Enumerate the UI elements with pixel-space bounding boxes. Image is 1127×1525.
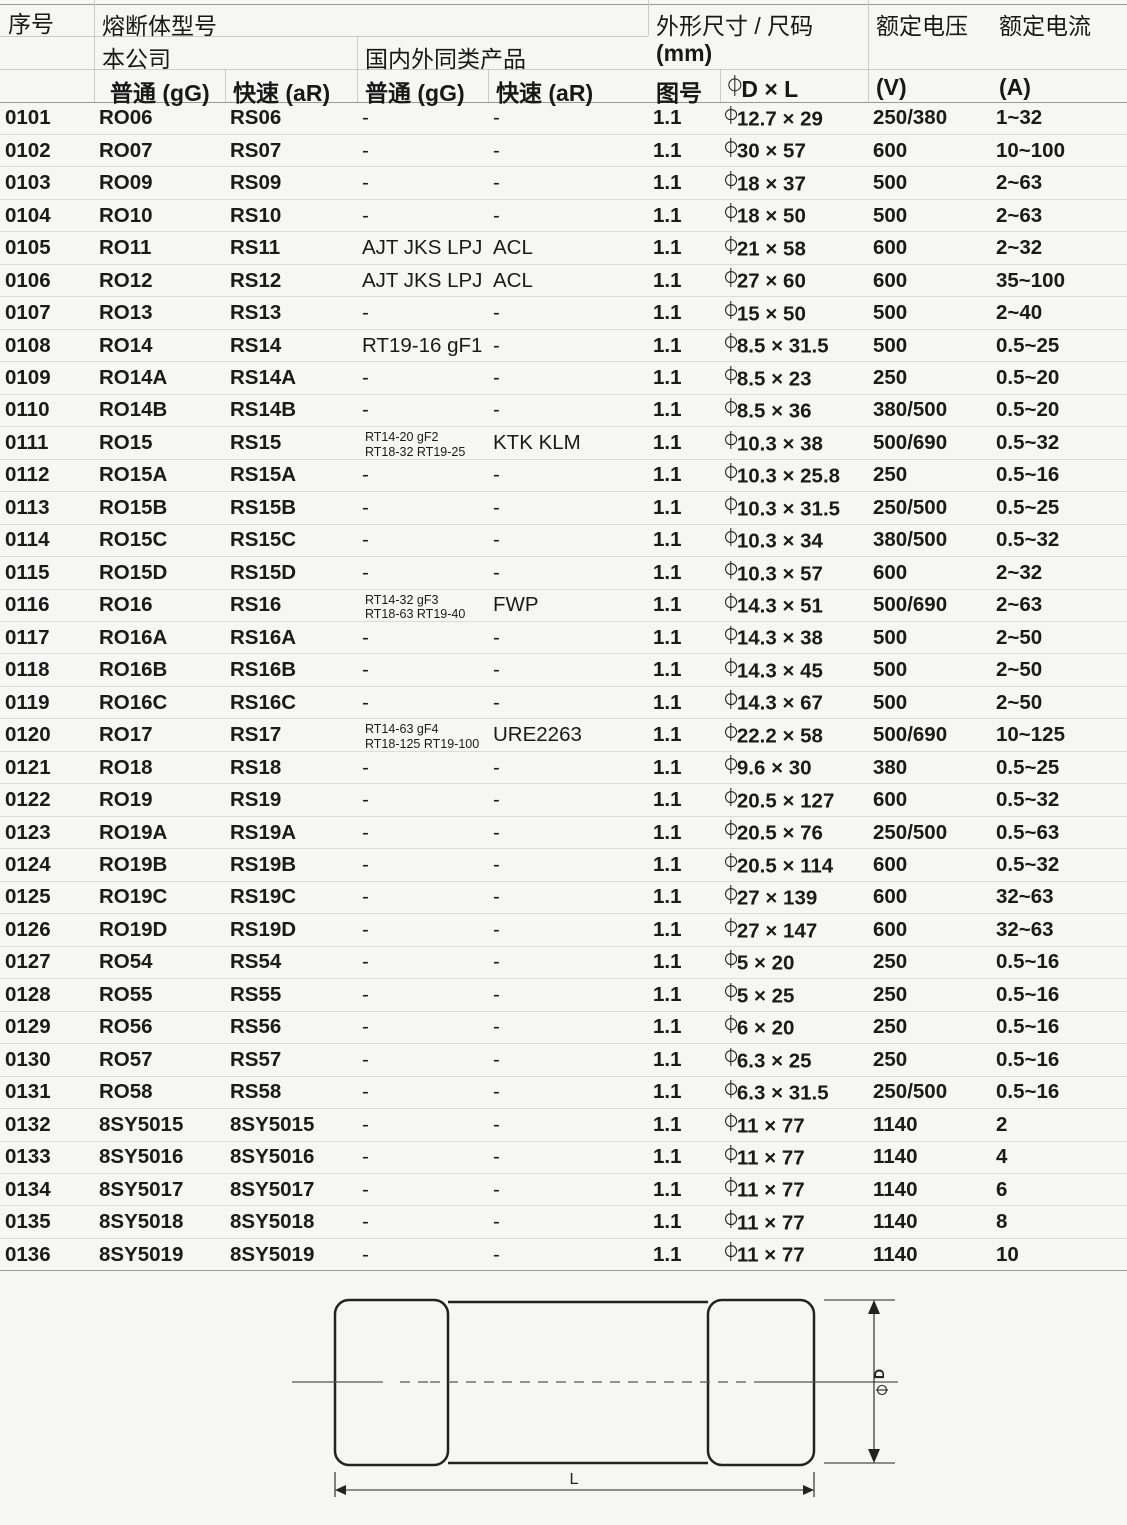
- svg-text:D: D: [871, 1369, 887, 1379]
- svg-text:L: L: [570, 1471, 579, 1488]
